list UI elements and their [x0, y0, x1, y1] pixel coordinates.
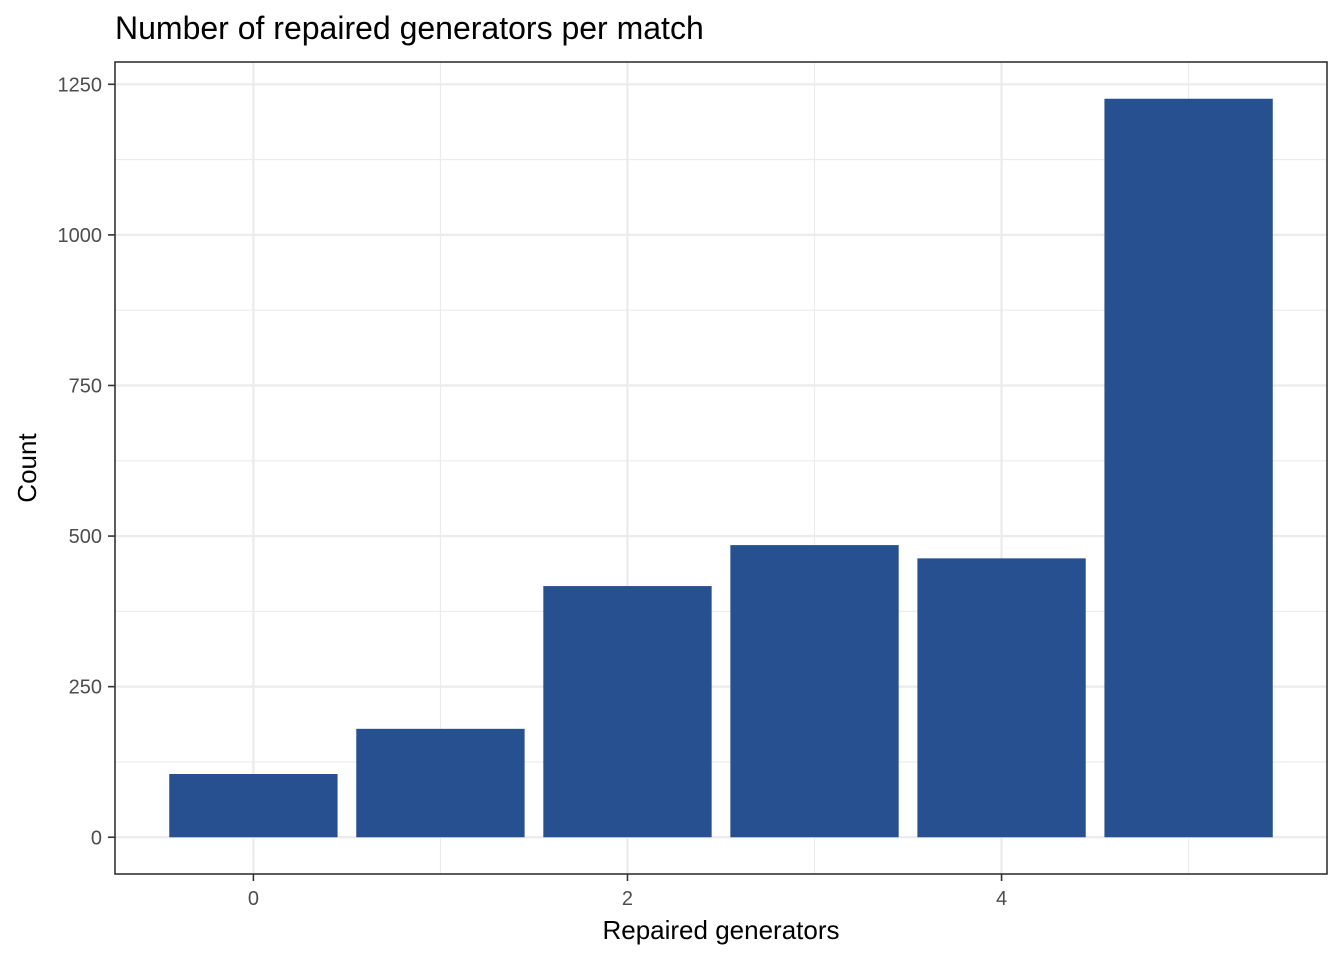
bars: [169, 98, 1273, 838]
bar-1: [356, 728, 525, 838]
y-tick-label: 250: [69, 677, 102, 699]
y-axis-title: Count: [12, 433, 42, 503]
x-tick-label: 2: [622, 888, 633, 910]
y-tick-label: 1000: [58, 225, 103, 247]
bar-0: [169, 774, 338, 838]
y-tick-label: 500: [69, 526, 102, 548]
panel-border: [114, 61, 1328, 875]
bar-4: [917, 558, 1086, 838]
y-tick-label: 1250: [58, 74, 103, 96]
x-axis-ticks: 0 2 4: [248, 874, 1007, 910]
bar-3: [730, 545, 899, 838]
bar-2: [543, 586, 712, 838]
bar-5: [1104, 98, 1273, 838]
y-tick-label: 750: [69, 375, 102, 397]
chart-title: Number of repaired generators per match: [115, 10, 704, 46]
x-tick-label: 4: [996, 888, 1007, 910]
x-axis-title: Repaired generators: [602, 915, 839, 945]
y-tick-label: 0: [91, 827, 102, 849]
x-tick-label: 0: [248, 888, 259, 910]
y-axis-ticks: 0 250 500 750 1000 1250: [58, 74, 115, 849]
